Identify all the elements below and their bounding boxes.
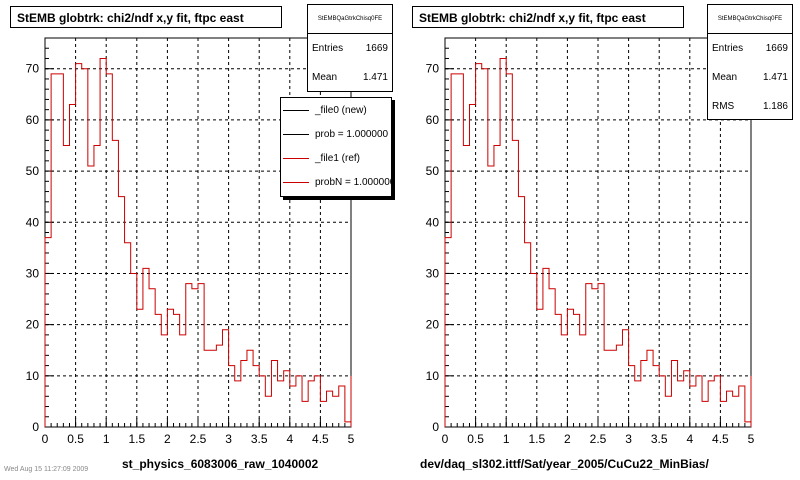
- left-x-tick-label-8: 4: [286, 432, 293, 446]
- right-x-tick-label-0: 0: [442, 432, 449, 446]
- right-x-tick-label-7: 3.5: [651, 432, 668, 446]
- footer-timestamp: Wed Aug 15 11:27:09 2009: [4, 466, 89, 473]
- left-x-tick-label-9: 4.5: [312, 432, 329, 446]
- left-y-tick-label-3: 30: [26, 266, 40, 280]
- legend-label-probn: probN = 1.000000: [315, 176, 392, 188]
- right-x-tick-label-2: 1: [503, 432, 510, 446]
- left-stats-mean-label: Mean: [312, 72, 338, 83]
- left-x-tick-label-0: 0: [42, 432, 49, 446]
- left-y-tick-label-6: 60: [26, 113, 40, 127]
- left-histogram-series-0: [44, 57, 352, 427]
- right-x-tick-label-3: 1.5: [528, 432, 545, 446]
- left-histogram-panel: 0 0.5 1 1.5 2 2.5 3 3.5 4 4.5 5 0 10 20 30 40 50 60 70 StE…: [10, 4, 393, 471]
- right-x-tick-label-4: 2: [564, 432, 571, 446]
- legend-label-file1: _file1 (ref): [315, 152, 361, 164]
- left-x-tick-label-10: 5: [348, 432, 355, 446]
- legend-swatch-file0: [283, 109, 309, 111]
- right-stats-rms-label: RMS: [712, 101, 735, 112]
- right-x-tick-label-10: 5: [748, 432, 755, 446]
- left-x-tick-label-3: 1.5: [128, 432, 145, 446]
- right-x-tick-label-9: 4.5: [712, 432, 729, 446]
- right-y-tick-label-7: 70: [426, 62, 440, 76]
- right-stats-rms-value: 1.186: [762, 101, 788, 112]
- legend-entry-file0: _file0 (new): [281, 98, 391, 122]
- right-stats-rms-row: RMS 1.186: [708, 92, 792, 121]
- right-stats-mean-row: Mean 1.471: [708, 63, 792, 92]
- left-stats-entries-row: Entries 1669: [308, 34, 392, 63]
- legend-entry-probn: probN = 1.000000: [281, 170, 391, 194]
- legend-swatch-file1: [283, 157, 309, 159]
- legend-label-prob: prob = 1.000000: [315, 128, 389, 140]
- right-y-tick-label-0: 0: [432, 420, 439, 434]
- right-x-tick-label-1: 0.5: [467, 432, 484, 446]
- right-y-tick-label-2: 20: [426, 318, 440, 332]
- legend-swatch-probn: [283, 181, 309, 183]
- right-y-tick-label-3: 30: [426, 266, 440, 280]
- right-y-tick-label-6: 60: [426, 113, 440, 127]
- left-x-tick-label-5: 2.5: [190, 432, 207, 446]
- right-x-tick-label-5: 2.5: [590, 432, 607, 446]
- left-stats-entries-label: Entries: [312, 43, 344, 54]
- left-x-tick-label-1: 0.5: [67, 432, 84, 446]
- right-stats-name: StEMBQaGtrkChisq0FE: [708, 5, 792, 34]
- left-stats-mean-value: 1.471: [362, 72, 388, 83]
- right-y-tick-label-1: 10: [426, 369, 440, 383]
- left-y-tick-label-1: 10: [26, 369, 40, 383]
- legend-entry-file1: _file1 (ref): [281, 146, 391, 170]
- left-stats-box: StEMBQaGtrkChisq0FE Entries 1669 Mean 1.…: [307, 4, 393, 92]
- left-stats-mean-row: Mean 1.471: [308, 63, 392, 92]
- right-histogram-title: StEMB globtrk: chi2/ndf x,y fit, ftpc ea…: [412, 6, 684, 28]
- left-x-tick-label-6: 3: [225, 432, 232, 446]
- left-x-tick-label-4: 2: [164, 432, 171, 446]
- left-x-tick-label-7: 3.5: [251, 432, 268, 446]
- right-stats-entries-row: Entries 1669: [708, 34, 792, 63]
- right-x-tick-label-6: 3: [625, 432, 632, 446]
- right-histogram-series-0: [444, 57, 752, 427]
- left-y-tick-label-2: 20: [26, 318, 40, 332]
- right-x-axis-title: dev/daq_sl302.ittf/Sat/year_2005/CuCu22_…: [420, 457, 709, 471]
- left-y-tick-label-0: 0: [32, 420, 39, 434]
- left-stats-entries-value: 1669: [365, 43, 388, 54]
- left-stats-name: StEMBQaGtrkChisq0FE: [308, 5, 392, 34]
- right-histogram-panel: 0 0.5 1 1.5 2 2.5 3 3.5 4 4.5 5 0 10 20 30 40 50 60 70 StE…: [400, 0, 800, 480]
- right-stats-mean-label: Mean: [712, 72, 738, 83]
- right-y-tick-label-4: 40: [426, 215, 440, 229]
- right-stats-entries-label: Entries: [712, 43, 744, 54]
- legend-entry-prob: prob = 1.000000: [281, 122, 391, 146]
- right-stats-box: StEMBQaGtrkChisq0FE Entries 1669 Mean 1.…: [707, 4, 793, 120]
- legend-label-file0: _file0 (new): [315, 104, 367, 116]
- right-stats-mean-value: 1.471: [762, 72, 788, 83]
- left-y-tick-label-5: 50: [26, 164, 40, 178]
- left-histogram-title: StEMB globtrk: chi2/ndf x,y fit, ftpc ea…: [10, 6, 282, 28]
- right-x-tick-label-8: 4: [686, 432, 693, 446]
- legend-swatch-prob: [283, 133, 309, 135]
- left-x-axis-title: st_physics_6083006_raw_1040002: [122, 457, 319, 471]
- left-y-tick-label-4: 40: [26, 215, 40, 229]
- right-y-tick-label-5: 50: [426, 164, 440, 178]
- right-stats-entries-value: 1669: [765, 43, 788, 54]
- left-legend: _file0 (new) prob = 1.000000 _file1 (ref…: [280, 97, 392, 197]
- left-x-tick-label-2: 1: [103, 432, 110, 446]
- left-y-tick-label-7: 70: [26, 62, 40, 76]
